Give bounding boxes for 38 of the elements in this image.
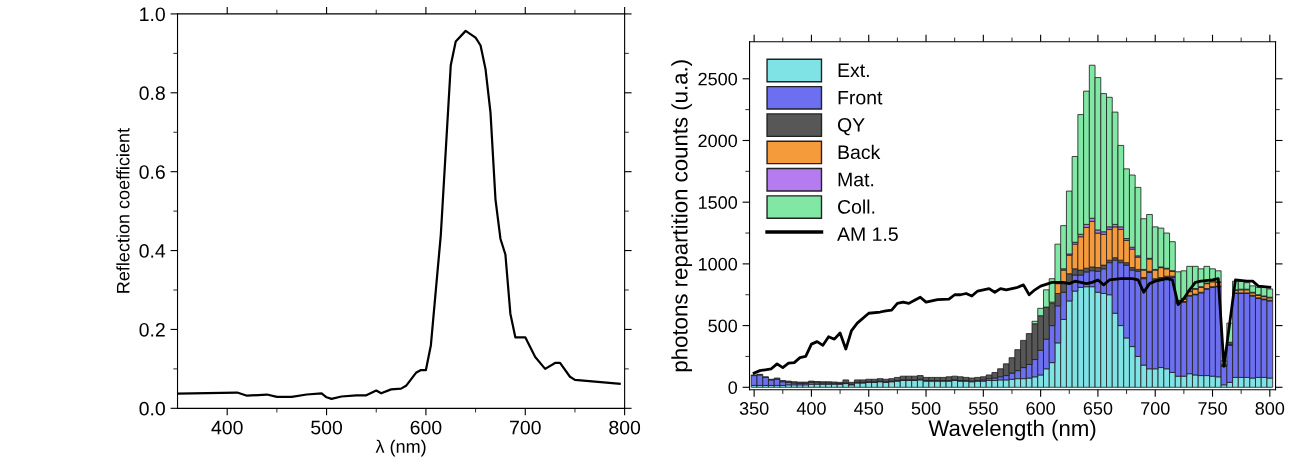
y-tick-label: 1500 [698,196,738,209]
x-tick-label: 700 [1141,402,1170,415]
y-axis-title: Reflection coefficient [116,128,130,293]
x-tick-label: 600 [410,420,442,435]
x-tick-label: 800 [609,420,641,435]
y-tick-label: 1.0 [140,7,165,22]
y-tick-label: 0.2 [139,322,165,337]
y-tick-label: 0.0 [139,401,165,416]
y-tick-label: 2500 [698,72,738,86]
legend-label: AM 1.5 [837,227,898,242]
x-axis-title: Wavelength (nm) [928,419,1096,441]
x-tick-label: 550 [968,402,998,415]
y-tick-label: 0 [728,381,738,395]
legend-label: Coll. [838,199,875,214]
legend-label: Ext. [838,63,869,78]
y-tick-label: 0.4 [139,244,166,258]
x-tick-label: 500 [311,420,343,435]
legend-label: Back [838,144,881,160]
x-tick-label: 400 [211,420,243,435]
x-tick-label: 350 [739,402,769,415]
legend-label: Mat. [838,172,874,187]
x-tick-label: 650 [1083,402,1113,415]
legend-label: QY [837,118,865,136]
x-tick-label: 400 [796,402,826,415]
x-tick-label: 600 [1026,402,1055,415]
x-tick-label: 750 [1198,402,1227,415]
x-tick-label: 800 [1255,402,1285,415]
x-tick-label: 700 [510,420,541,435]
x-tick-label: 450 [854,402,884,415]
y-tick-label: 0.8 [139,86,165,101]
x-axis-title: λ (nm) [375,439,426,457]
y-tick-label: 0.6 [139,165,165,179]
y-tick-label: 2000 [698,134,738,148]
y-axis-title: photons repartition counts (u.a.) [671,60,693,372]
y-tick-label: 1000 [698,257,738,271]
y-tick-label: 500 [708,319,738,333]
x-tick-label: 500 [911,402,941,415]
legend-label: Front [838,90,883,105]
